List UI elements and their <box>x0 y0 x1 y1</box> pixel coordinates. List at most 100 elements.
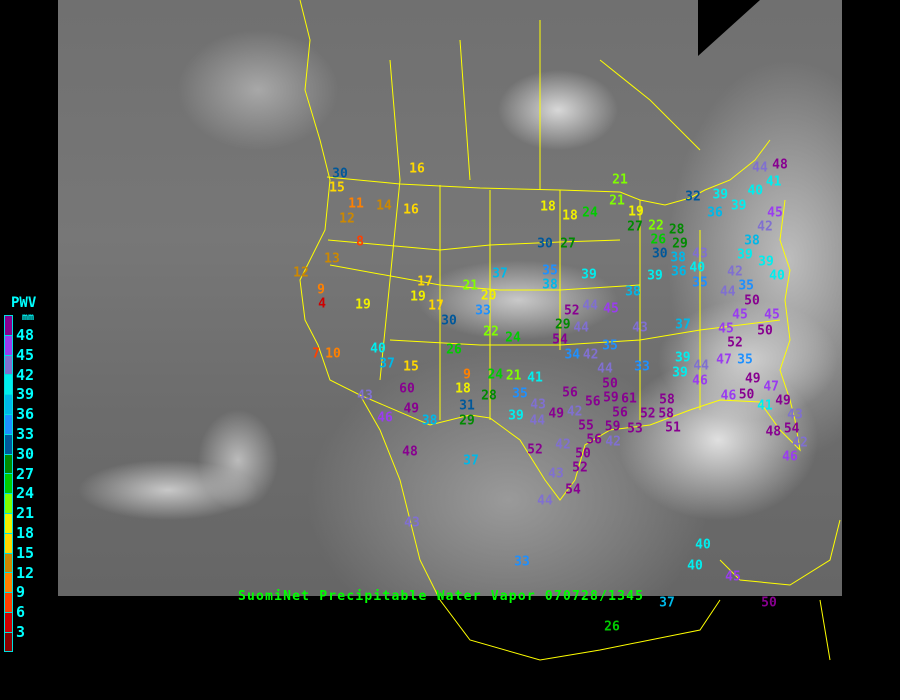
station-pwv-value: 40 <box>370 341 386 357</box>
station-pwv-value: 7 <box>312 346 320 362</box>
station-pwv-value: 50 <box>738 387 755 403</box>
canada-line <box>459 39 471 181</box>
station-pwv-value: 17 <box>428 298 444 314</box>
station-pwv-value: 40 <box>687 558 703 574</box>
station-pwv-value: 39 <box>730 198 747 214</box>
legend-title: PWV <box>11 295 37 311</box>
mexico-coast <box>719 519 841 586</box>
legend-tick: 9 <box>16 583 26 602</box>
station-pwv-value: 45 <box>603 301 619 317</box>
station-pwv-value: 48 <box>402 444 418 460</box>
station-pwv-value: 30 <box>651 246 668 262</box>
station-pwv-value: 40 <box>747 183 764 199</box>
station-pwv-value: 40 <box>695 537 711 553</box>
legend-tick: 36 <box>16 405 35 424</box>
station-pwv-value: 37 <box>463 453 479 469</box>
station-pwv-value: 9 <box>317 282 325 298</box>
station-pwv-value: 22 <box>648 218 664 234</box>
legend-tick: 33 <box>16 425 35 443</box>
station-pwv-value: 46 <box>720 388 737 404</box>
station-pwv-value: 15 <box>329 180 345 196</box>
station-pwv-value: 33 <box>475 303 491 319</box>
station-pwv-value: 35 <box>542 263 558 279</box>
station-pwv-value: 44 <box>597 361 613 377</box>
legend-tick: 24 <box>16 484 35 503</box>
station-pwv-value: 12 <box>293 265 309 281</box>
station-pwv-value: 35 <box>692 275 708 291</box>
satellite-image <box>58 0 842 596</box>
canada-line <box>599 59 701 151</box>
mexico-border <box>359 394 576 501</box>
station-pwv-value: 16 <box>409 161 425 177</box>
color-swatch <box>4 552 13 573</box>
state-line <box>389 319 781 346</box>
station-pwv-value: 41 <box>765 174 782 190</box>
station-pwv-value: 14 <box>376 198 392 214</box>
station-pwv-value: 42 <box>555 437 571 453</box>
station-pwv-value: 52 <box>727 335 743 351</box>
color-swatch <box>4 334 13 355</box>
station-pwv-value: 43 <box>787 407 803 423</box>
station-pwv-value: 13 <box>324 251 340 267</box>
station-pwv-value: 39 <box>508 408 524 424</box>
legend-tick: 39 <box>16 385 35 404</box>
legend-tick: 45 <box>16 345 35 364</box>
station-pwv-value: 35 <box>512 386 528 402</box>
legend-tick: 18 <box>16 524 35 542</box>
station-pwv-value: 43 <box>632 320 648 336</box>
station-pwv-value: 16 <box>403 202 419 218</box>
legend-tick: 21 <box>16 504 35 523</box>
station-pwv-value: 54 <box>565 482 581 498</box>
station-pwv-value: 26 <box>604 619 620 635</box>
station-pwv-value: 45 <box>732 307 748 323</box>
station-pwv-value: 29 <box>459 413 475 429</box>
color-swatch <box>4 572 13 593</box>
station-pwv-value: 58 <box>658 406 675 422</box>
station-pwv-value: 50 <box>602 376 618 392</box>
station-pwv-value: 49 <box>744 371 761 387</box>
station-pwv-value: 50 <box>575 446 591 462</box>
station-pwv-value: 61 <box>621 391 637 407</box>
station-pwv-value: 24 <box>487 367 504 383</box>
station-pwv-value: 28 <box>668 222 685 238</box>
station-pwv-value: 26 <box>650 232 667 248</box>
station-pwv-value: 18 <box>540 199 556 215</box>
station-pwv-value: 44 <box>582 298 599 314</box>
station-pwv-value: 56 <box>586 432 603 448</box>
color-swatch <box>4 592 13 612</box>
station-pwv-value: 37 <box>675 317 691 333</box>
color-swatch <box>4 611 13 632</box>
gulf-coast <box>574 199 801 481</box>
color-swatch <box>4 453 13 474</box>
station-pwv-value: 55 <box>578 418 594 434</box>
station-pwv-value: 44 <box>693 358 710 374</box>
no-data-area <box>698 0 760 56</box>
station-pwv-value: 26 <box>446 342 462 358</box>
station-pwv-value: 43 <box>530 397 546 413</box>
legend-tick: 42 <box>16 365 35 384</box>
station-pwv-value: 19 <box>628 204 644 220</box>
station-pwv-value: 46 <box>377 410 393 426</box>
station-pwv-value: 45 <box>718 321 734 337</box>
station-pwv-value: 35 <box>738 278 755 294</box>
station-pwv-value: 48 <box>765 424 782 440</box>
station-pwv-value: 11 <box>348 196 364 212</box>
station-pwv-value: 60 <box>399 381 415 397</box>
station-pwv-value: 39 <box>712 187 729 203</box>
station-pwv-value: 44 <box>719 284 736 300</box>
legend-unit: mm <box>22 312 35 323</box>
color-swatch <box>4 631 13 652</box>
station-pwv-value: 35 <box>602 338 618 354</box>
station-pwv-value: 40 <box>689 260 706 276</box>
station-pwv-value: 49 <box>548 406 565 422</box>
station-pwv-value: 33 <box>514 554 530 570</box>
color-swatch <box>4 512 13 533</box>
legend-tick: 48 <box>16 326 35 344</box>
station-pwv-value: 37 <box>659 595 675 611</box>
station-pwv-value: 21 <box>505 368 522 384</box>
color-swatch <box>4 394 13 414</box>
station-pwv-value: 39 <box>647 268 663 284</box>
station-pwv-value: 43 <box>548 466 564 482</box>
station-pwv-value: 44 <box>573 320 590 336</box>
